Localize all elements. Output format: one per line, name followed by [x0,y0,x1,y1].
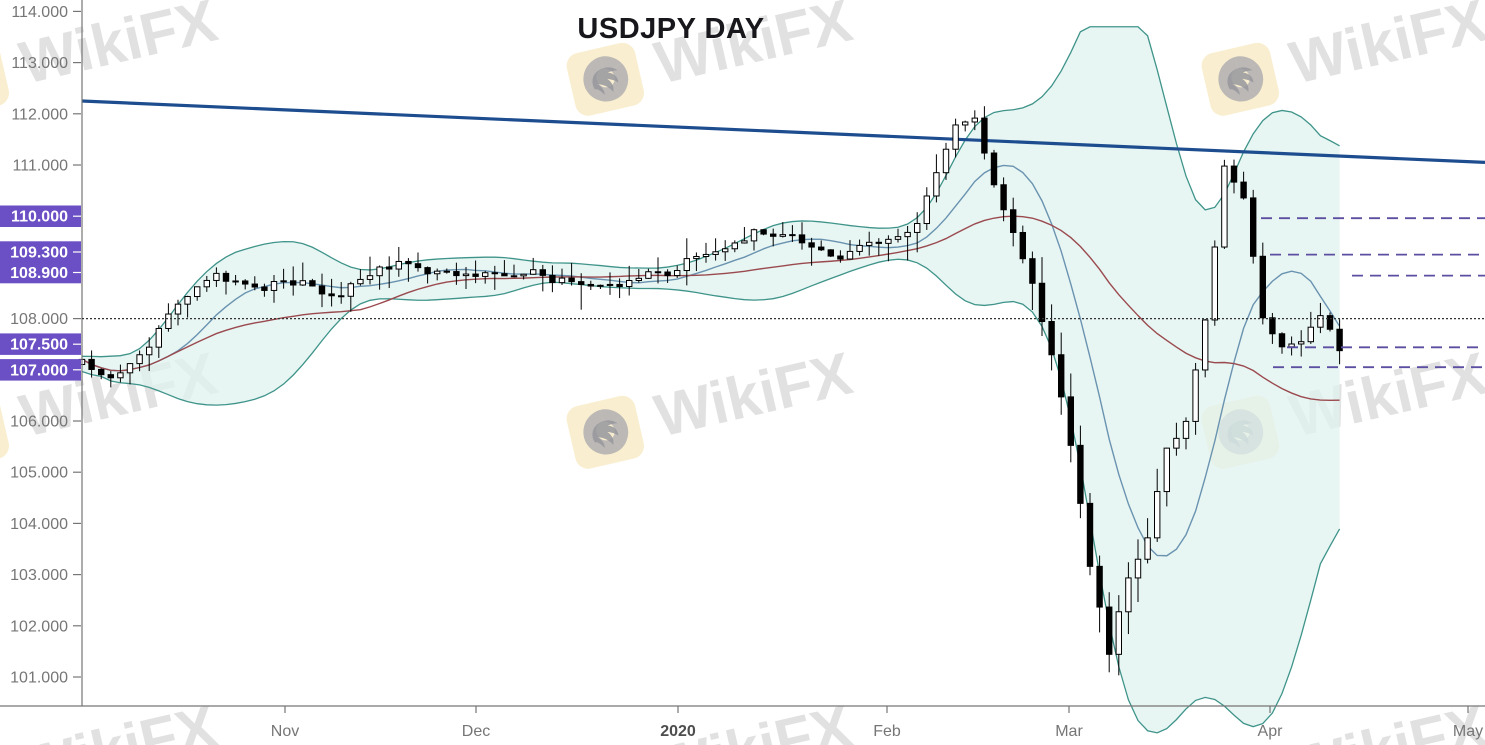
svg-text:105.000: 105.000 [10,465,68,482]
svg-text:111.000: 111.000 [13,158,69,175]
svg-text:102.000: 102.000 [10,618,68,635]
svg-text:109.300: 109.300 [10,245,68,262]
svg-text:104.000: 104.000 [10,516,68,533]
svg-text:May: May [1453,723,1483,740]
svg-text:Apr: Apr [1258,723,1284,740]
svg-text:101.000: 101.000 [10,670,68,687]
svg-text:112.000: 112.000 [11,106,68,123]
svg-text:Nov: Nov [271,723,299,740]
svg-text:108.900: 108.900 [10,265,68,282]
svg-text:2020: 2020 [660,723,696,740]
svg-text:114.000: 114.000 [11,4,68,21]
svg-text:106.000: 106.000 [10,414,68,431]
svg-text:USDJPY DAY: USDJPY DAY [577,13,764,45]
svg-text:107.000: 107.000 [10,362,68,379]
svg-text:108.000: 108.000 [10,311,68,328]
svg-text:Feb: Feb [873,723,901,740]
svg-text:103.000: 103.000 [10,567,68,584]
svg-text:Dec: Dec [462,723,490,740]
svg-text:107.500: 107.500 [10,337,68,354]
svg-text:Mar: Mar [1055,723,1083,740]
svg-text:113.000: 113.000 [11,55,68,72]
svg-text:110.000: 110.000 [11,209,68,226]
